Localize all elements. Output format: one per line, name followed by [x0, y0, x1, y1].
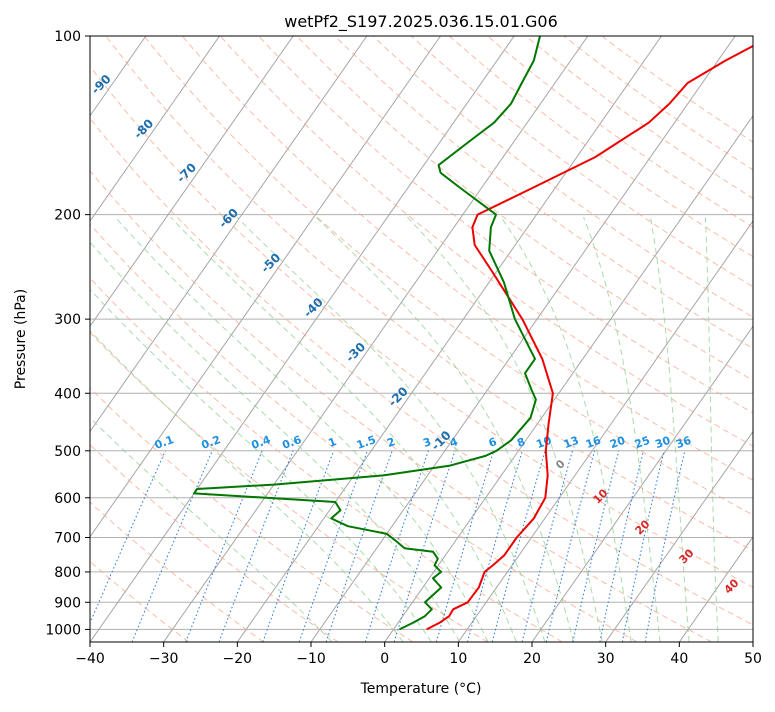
x-tick-label: 0 [380, 651, 389, 667]
x-tick-label: 50 [744, 651, 762, 667]
x-tick-label: −20 [223, 651, 253, 667]
y-tick-label: 300 [54, 312, 81, 328]
x-tick-label: 10 [449, 651, 467, 667]
x-tick-label: −30 [149, 651, 179, 667]
y-tick-label: 900 [54, 595, 81, 611]
x-tick-label: −10 [296, 651, 326, 667]
y-axis-label: Pressure (hPa) [13, 289, 29, 389]
y-tick-label: 500 [54, 444, 81, 460]
y-tick-label: 700 [54, 531, 81, 547]
x-tick-label: −40 [75, 651, 105, 667]
y-tick-label: 100 [54, 29, 81, 45]
x-tick-label: 20 [523, 651, 541, 667]
x-tick-label: 40 [670, 651, 688, 667]
x-axis-label: Temperature (°C) [360, 681, 482, 697]
x-tick-label: 30 [597, 651, 615, 667]
y-tick-label: 800 [54, 565, 81, 581]
chart-title: wetPf2_S197.2025.036.15.01.G06 [284, 12, 558, 32]
y-tick-label: 200 [54, 208, 81, 224]
y-tick-label: 600 [54, 491, 81, 507]
y-tick-label: 1000 [45, 622, 81, 638]
y-tick-label: 400 [54, 386, 81, 402]
